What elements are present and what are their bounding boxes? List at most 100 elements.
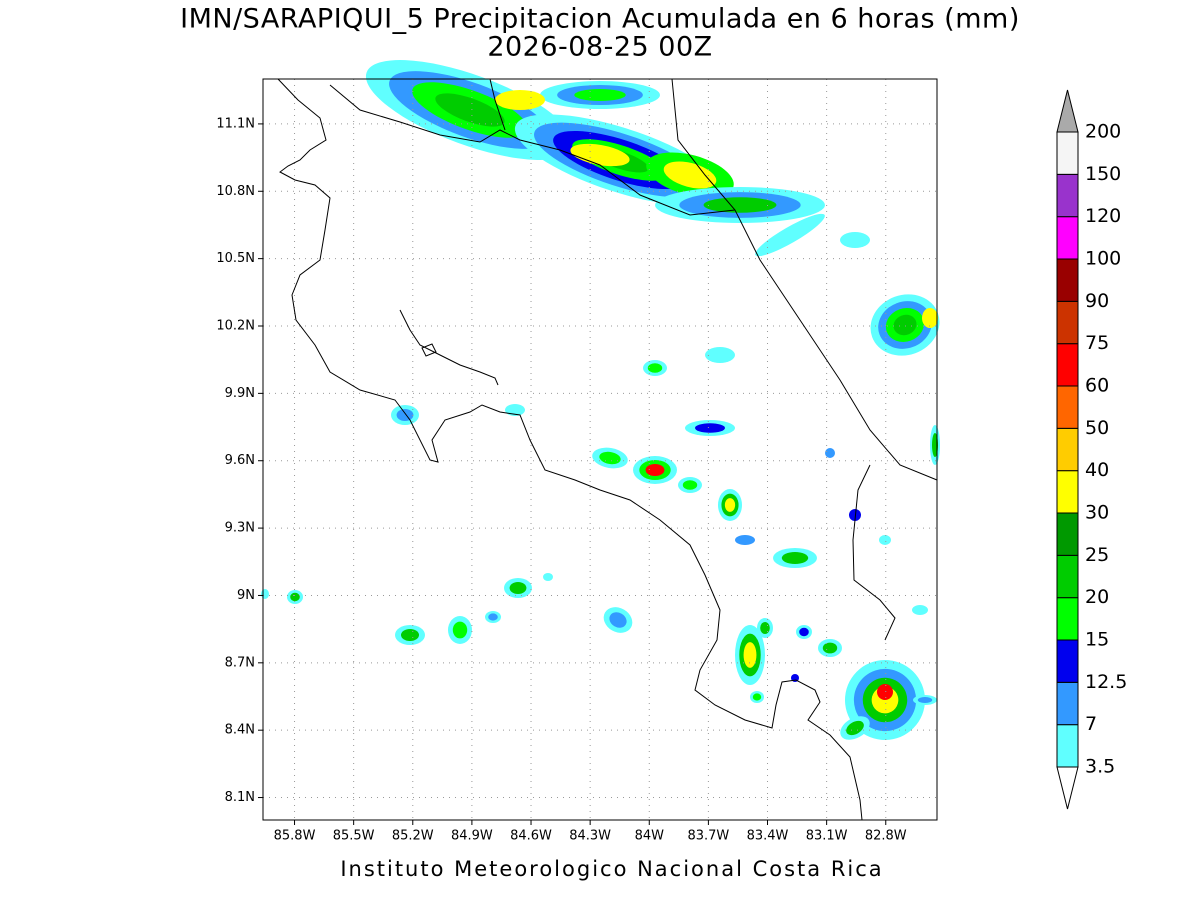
precip-area — [705, 347, 735, 363]
level-label: 100 — [1085, 248, 1121, 270]
level-label: 75 — [1085, 332, 1109, 354]
y-tick-label: 10.5N — [216, 251, 255, 266]
level-label: 200 — [1085, 121, 1121, 143]
x-tick-label: 84W — [635, 829, 665, 844]
color-box — [1056, 258, 1079, 302]
color-box — [1056, 173, 1079, 218]
precip-area — [543, 573, 553, 581]
y-tick-label: 8.7N — [225, 655, 255, 670]
x-tick-label: 82.8W — [865, 829, 907, 844]
precip-area — [840, 232, 870, 248]
precip-area — [452, 621, 468, 639]
color-box — [1056, 343, 1079, 387]
pacific-coast — [277, 78, 863, 821]
precip-area — [724, 498, 736, 512]
precip-area — [917, 697, 933, 703]
precip-area — [799, 627, 809, 637]
precip-area — [879, 535, 891, 545]
precip-area — [877, 684, 893, 700]
precip-area — [893, 314, 917, 336]
precip-area — [488, 613, 498, 621]
level-label: 90 — [1085, 290, 1109, 312]
precipitation-field — [261, 60, 940, 740]
map-frame — [262, 78, 938, 821]
x-tick-label: 84.6W — [510, 829, 552, 844]
precip-area — [647, 363, 663, 373]
y-tick-label: 11.1N — [216, 116, 255, 131]
river — [489, 78, 506, 131]
color-box — [1056, 724, 1079, 768]
precip-area — [609, 612, 627, 628]
north-border — [329, 84, 736, 216]
precip-area — [846, 720, 864, 736]
precip-area — [663, 161, 717, 189]
color-box — [1056, 681, 1079, 726]
precip-area — [695, 423, 725, 433]
nicoya-gulf — [399, 309, 499, 386]
precip-area — [822, 642, 838, 654]
precip-area — [509, 582, 527, 594]
island — [421, 343, 437, 357]
color-box — [1056, 131, 1079, 175]
level-label: 30 — [1085, 502, 1109, 524]
coastlines — [277, 78, 938, 821]
precip-area — [599, 451, 621, 465]
y-tick-label: 9.6N — [225, 453, 255, 468]
x-tick-label: 84.9W — [451, 829, 493, 844]
color-box — [1056, 597, 1079, 641]
color-box — [1056, 385, 1079, 429]
x-tick-label: 85.5W — [333, 829, 375, 844]
precip-area — [912, 605, 928, 615]
precip-area — [261, 589, 269, 599]
precip-area — [574, 89, 626, 101]
precip-area — [495, 90, 545, 110]
grid — [263, 79, 937, 820]
color-box — [1056, 512, 1079, 556]
y-tick-label: 9.3N — [225, 521, 255, 536]
precip-area — [290, 592, 300, 602]
level-label: 60 — [1085, 375, 1109, 397]
level-label: 15 — [1085, 629, 1109, 651]
color-box — [1056, 216, 1079, 260]
precip-area — [743, 642, 757, 668]
precip-area — [760, 622, 770, 634]
x-tick-label: 84.3W — [569, 829, 611, 844]
precip-area — [682, 480, 698, 490]
panama-border — [852, 464, 896, 641]
color-box — [1056, 554, 1079, 599]
color-box — [1056, 639, 1079, 683]
y-tick-label: 8.1N — [225, 790, 255, 805]
over-arrow — [1056, 89, 1079, 133]
level-label: 20 — [1085, 586, 1109, 608]
level-label: 40 — [1085, 459, 1109, 481]
level-label: 50 — [1085, 417, 1109, 439]
precip-area — [396, 409, 414, 421]
level-label: 7 — [1085, 713, 1097, 735]
precip-area — [645, 464, 665, 476]
y-tick-label: 8.4N — [225, 723, 255, 738]
subtitle: 2026-08-25 00Z — [487, 32, 712, 63]
x-tick-label: 83.4W — [747, 829, 789, 844]
precip-area — [781, 552, 809, 564]
footer: Instituto Meteorologico Nacional Costa R… — [340, 857, 883, 881]
under-arrow — [1056, 766, 1079, 810]
x-tick-label: 83.1W — [806, 829, 848, 844]
caribbean-coast — [671, 78, 938, 481]
level-label: 25 — [1085, 544, 1109, 566]
x-tick-label: 85.8W — [274, 829, 316, 844]
level-label: 150 — [1085, 163, 1121, 185]
precip-area — [755, 213, 825, 257]
x-tick-label: 83.7W — [687, 829, 729, 844]
y-tick-label: 10.2N — [216, 319, 255, 334]
y-tick-label: 9N — [237, 588, 255, 603]
precip-area — [401, 629, 419, 641]
precip-area — [570, 143, 630, 167]
level-label: 120 — [1085, 205, 1121, 227]
precip-area — [703, 197, 777, 213]
precip-area — [825, 448, 835, 458]
precip-area — [752, 693, 762, 701]
colorbar: 3.5 7 12.5 15 20 25 30 40 50 60 75 90 100 120 150 200 — [1056, 89, 1127, 810]
color-box — [1056, 427, 1079, 472]
level-label: 3.5 — [1085, 756, 1115, 778]
